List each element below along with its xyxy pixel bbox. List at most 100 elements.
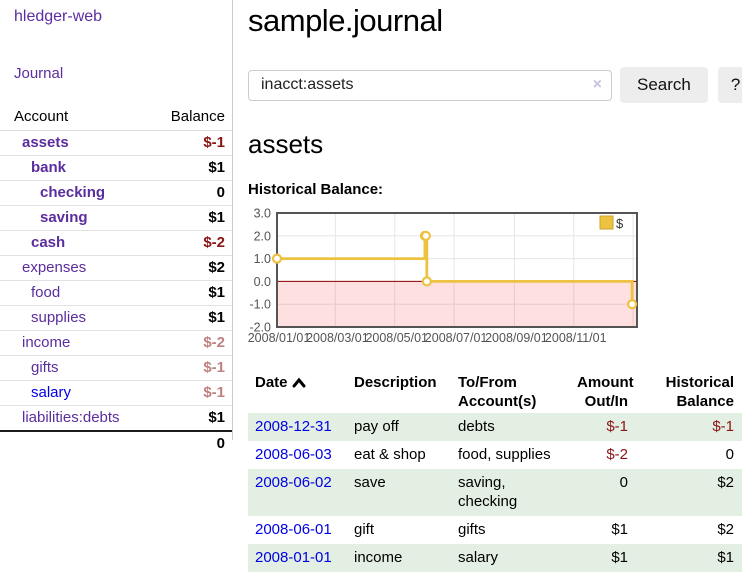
svg-text:2.0: 2.0 [254,229,271,243]
transaction-description: pay off [354,418,399,435]
svg-text:2008/03/01: 2008/03/01 [306,331,369,345]
sidebar-nav: Journal [0,65,232,82]
account-heading: assets [248,129,324,159]
historical-balance-chart: $3.0 2.0 1.0 0.0 -1.0 -2.0 2008/01/01 2008/03/0… [243,206,742,352]
transaction-balance: $-1 [712,418,734,435]
transaction-date-link[interactable]: 2008-06-01 [255,521,332,538]
account-link[interactable]: food [31,284,61,301]
svg-text:-2.0: -2.0 [249,321,271,335]
account-balance: $1 [137,155,232,181]
account-link[interactable]: assets [22,134,69,151]
account-link[interactable]: salary [31,384,72,401]
transaction-accounts: debts [458,418,495,435]
account-row: saving $1 [0,205,232,231]
account-link[interactable]: supplies [31,309,87,326]
account-row: food $1 [0,280,232,306]
clear-search-icon[interactable]: × [592,75,602,93]
transaction-row: 2008-01-01 income salary $1 $1 [248,544,742,572]
account-row: bank $1 [0,155,232,181]
transactions-header-row: Date Description To/From Account(s) Amou… [248,371,742,413]
transactions-header-date[interactable]: Date [248,371,347,413]
transaction-row: 2008-06-01 gift gifts $1 $2 [248,516,742,544]
accounts-header-account: Account [0,105,138,131]
account-balance: $-1 [137,355,232,381]
account-link[interactable]: liabilities:debts [22,409,120,426]
transaction-description: income [354,549,403,566]
svg-text:2008/09/01: 2008/09/01 [485,331,548,345]
svg-text:2008/05/01: 2008/05/01 [365,331,428,345]
account-link[interactable]: checking [40,184,106,201]
search-input[interactable] [248,69,612,101]
chart-svg: $3.0 2.0 1.0 0.0 -1.0 -2.02008/01/012008/03/0… [248,207,638,345]
transaction-amount: $1 [611,521,628,538]
accounts-total-row: 0 [0,431,232,456]
account-row: cash $-2 [0,230,232,256]
transaction-accounts: food, supplies [458,446,551,463]
transactions-header-accounts: To/From Account(s) [458,374,537,410]
transaction-row: 2008-06-03 eat & shop food, supplies $-2 0 [248,441,742,469]
sidebar: hledger-web Journal Account Balance asse… [0,0,233,452]
transaction-amount: $-2 [606,446,628,463]
transaction-balance: $2 [717,474,734,491]
accounts-table-body: assets $-1 bank $1 checking 0 saving $1 cash $-2 e… [0,130,232,432]
account-row: gifts $-1 [0,355,232,381]
transaction-description: eat & shop [354,446,426,463]
transactions-header-amount: Amount Out/In [577,374,634,410]
sort-ascending-icon [292,374,306,393]
svg-text:1.0: 1.0 [254,252,271,266]
account-balance: $-2 [137,330,232,356]
transaction-date-link[interactable]: 2008-12-31 [255,418,332,435]
account-balance: $1 [137,205,232,231]
account-balance: 0 [137,180,232,206]
help-button[interactable]: ? [717,67,742,103]
accounts-header-balance: Balance [137,105,232,131]
svg-text:-1.0: -1.0 [249,298,271,312]
transaction-description: gift [354,521,375,538]
transaction-row: 2008-12-31 pay off debts $-1 $-1 [248,413,742,441]
transaction-accounts: gifts [458,521,486,538]
account-balance: $1 [137,405,232,432]
accounts-total-balance: 0 [216,435,225,452]
transaction-balance: $1 [717,549,734,566]
account-link[interactable]: income [22,334,71,351]
account-row: salary $-1 [0,380,232,406]
transaction-accounts: saving, checking [458,474,518,510]
account-link[interactable]: cash [31,234,66,251]
svg-text:2008/11/01: 2008/11/01 [545,331,607,345]
account-link[interactable]: gifts [31,359,59,376]
transaction-description: save [354,474,386,491]
svg-text:2008/01/01: 2008/01/01 [248,331,311,345]
account-link[interactable]: expenses [22,259,87,276]
account-balance: $-1 [137,130,232,156]
account-link[interactable]: bank [31,159,67,176]
transaction-amount: $-1 [606,418,628,435]
search-input-wrap: × [248,69,612,101]
account-row: checking 0 [0,180,232,206]
svg-text:2008/07/01: 2008/07/01 [425,331,488,345]
search-bar: × Search ? [248,67,742,103]
transactions-header-balance: Historical Balance [665,374,734,410]
account-balance: $-1 [137,380,232,406]
transaction-date-link[interactable]: 2008-01-01 [255,549,332,566]
account-balance: $1 [137,280,232,306]
transaction-date-link[interactable]: 2008-06-03 [255,446,332,463]
accounts-table-header-row: Account Balance [0,105,232,131]
account-link[interactable]: saving [40,209,88,226]
account-row: supplies $1 [0,305,232,331]
account-balance: $1 [137,305,232,331]
svg-text:3.0: 3.0 [254,207,271,221]
sidebar-item-journal[interactable]: Journal [14,65,64,82]
account-balance: $2 [137,255,232,281]
transaction-date-link[interactable]: 2008-06-02 [255,474,332,491]
transaction-row: 2008-06-02 save saving, checking 0 $2 [248,469,742,516]
account-row: income $-2 [0,330,232,356]
transaction-amount: 0 [619,474,628,491]
accounts-table: Account Balance assets $-1 bank $1 checking 0… [0,105,232,456]
transactions-header-description: Description [354,374,437,391]
transaction-accounts: salary [458,549,499,566]
transaction-balance: $2 [717,521,734,538]
search-button[interactable]: Search [620,67,708,103]
main-content: sample.journal × Search ? assets Histori… [233,0,742,572]
app-title-link[interactable]: hledger-web [14,8,103,25]
